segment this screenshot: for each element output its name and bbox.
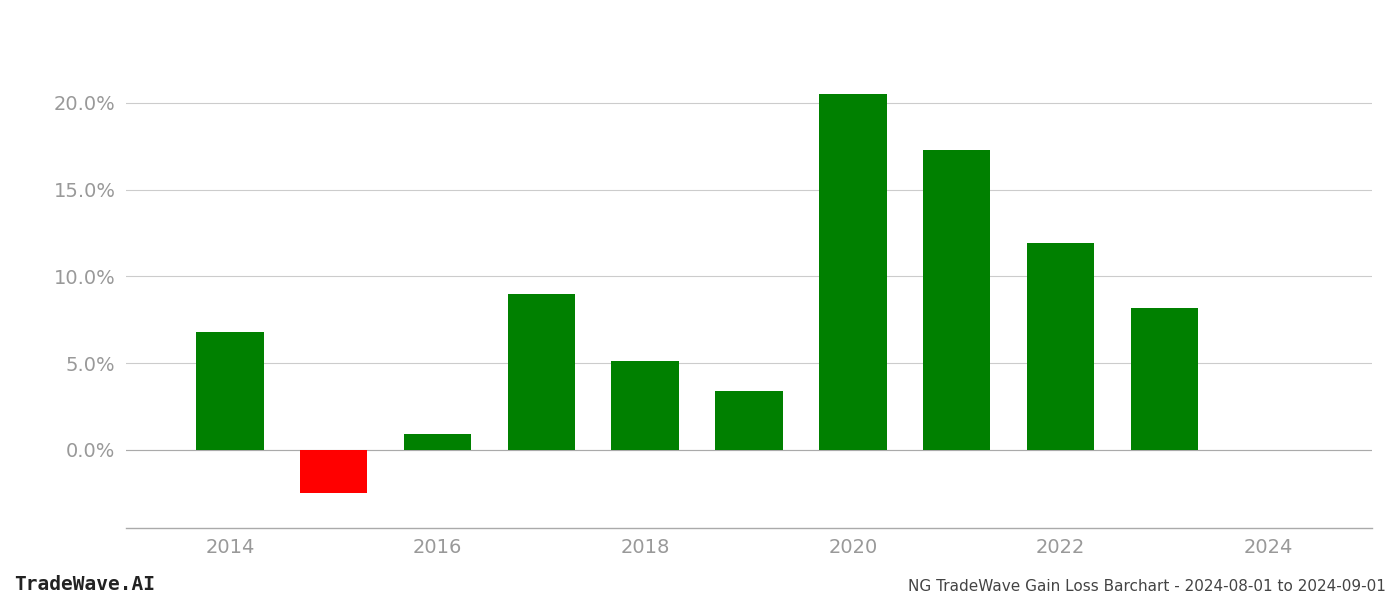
- Bar: [196, 332, 263, 450]
- Bar: [1131, 308, 1198, 450]
- Bar: [923, 149, 990, 450]
- Bar: [1026, 244, 1095, 450]
- Bar: [715, 391, 783, 450]
- Text: TradeWave.AI: TradeWave.AI: [14, 575, 155, 594]
- Bar: [508, 293, 575, 450]
- Text: NG TradeWave Gain Loss Barchart - 2024-08-01 to 2024-09-01: NG TradeWave Gain Loss Barchart - 2024-0…: [909, 579, 1386, 594]
- Bar: [403, 434, 472, 450]
- Bar: [819, 94, 886, 450]
- Bar: [612, 361, 679, 450]
- Bar: [300, 450, 367, 493]
